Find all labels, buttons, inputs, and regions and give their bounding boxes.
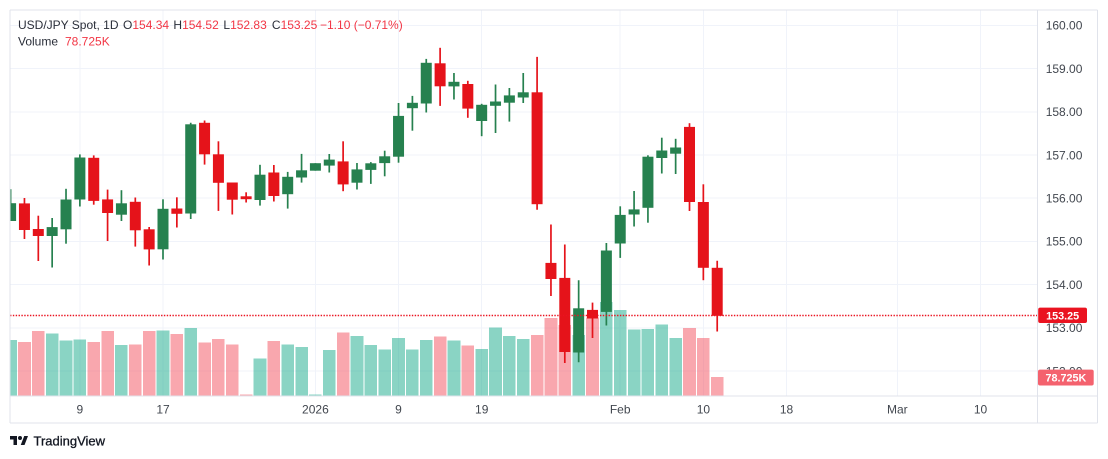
svg-text:18: 18 (780, 402, 794, 416)
svg-text:155.00: 155.00 (1046, 235, 1083, 249)
svg-text:Feb: Feb (610, 402, 631, 416)
svg-text:153.00: 153.00 (1046, 321, 1083, 335)
svg-text:160.00: 160.00 (1046, 19, 1083, 33)
svg-text:157.00: 157.00 (1046, 148, 1083, 162)
svg-text:19: 19 (475, 402, 489, 416)
svg-text:17: 17 (156, 402, 170, 416)
svg-text:156.00: 156.00 (1046, 192, 1083, 206)
svg-text:Volume: Volume (18, 34, 58, 48)
svg-text:USD/JPY Spot, 1D: USD/JPY Spot, 1D (18, 18, 119, 32)
svg-text:TradingView: TradingView (34, 434, 106, 449)
svg-text:10: 10 (697, 402, 711, 416)
svg-text:C153.25: C153.25 (272, 18, 318, 32)
svg-text:−1.10 (−0.71%): −1.10 (−0.71%) (320, 18, 403, 32)
svg-text:78.725K: 78.725K (1045, 373, 1086, 385)
svg-text:9: 9 (77, 402, 84, 416)
svg-text:Mar: Mar (887, 402, 908, 416)
svg-text:2026: 2026 (302, 402, 329, 416)
svg-text:78.725K: 78.725K (65, 34, 110, 48)
svg-text:154.00: 154.00 (1046, 278, 1083, 292)
svg-text:158.00: 158.00 (1046, 105, 1083, 119)
svg-text:9: 9 (395, 402, 402, 416)
svg-text:159.00: 159.00 (1046, 62, 1083, 76)
svg-text:O154.34: O154.34 (123, 18, 169, 32)
svg-text:L152.83: L152.83 (223, 18, 267, 32)
svg-text:10: 10 (974, 402, 988, 416)
svg-text:H154.52: H154.52 (173, 18, 219, 32)
svg-text:153.25: 153.25 (1046, 310, 1079, 322)
